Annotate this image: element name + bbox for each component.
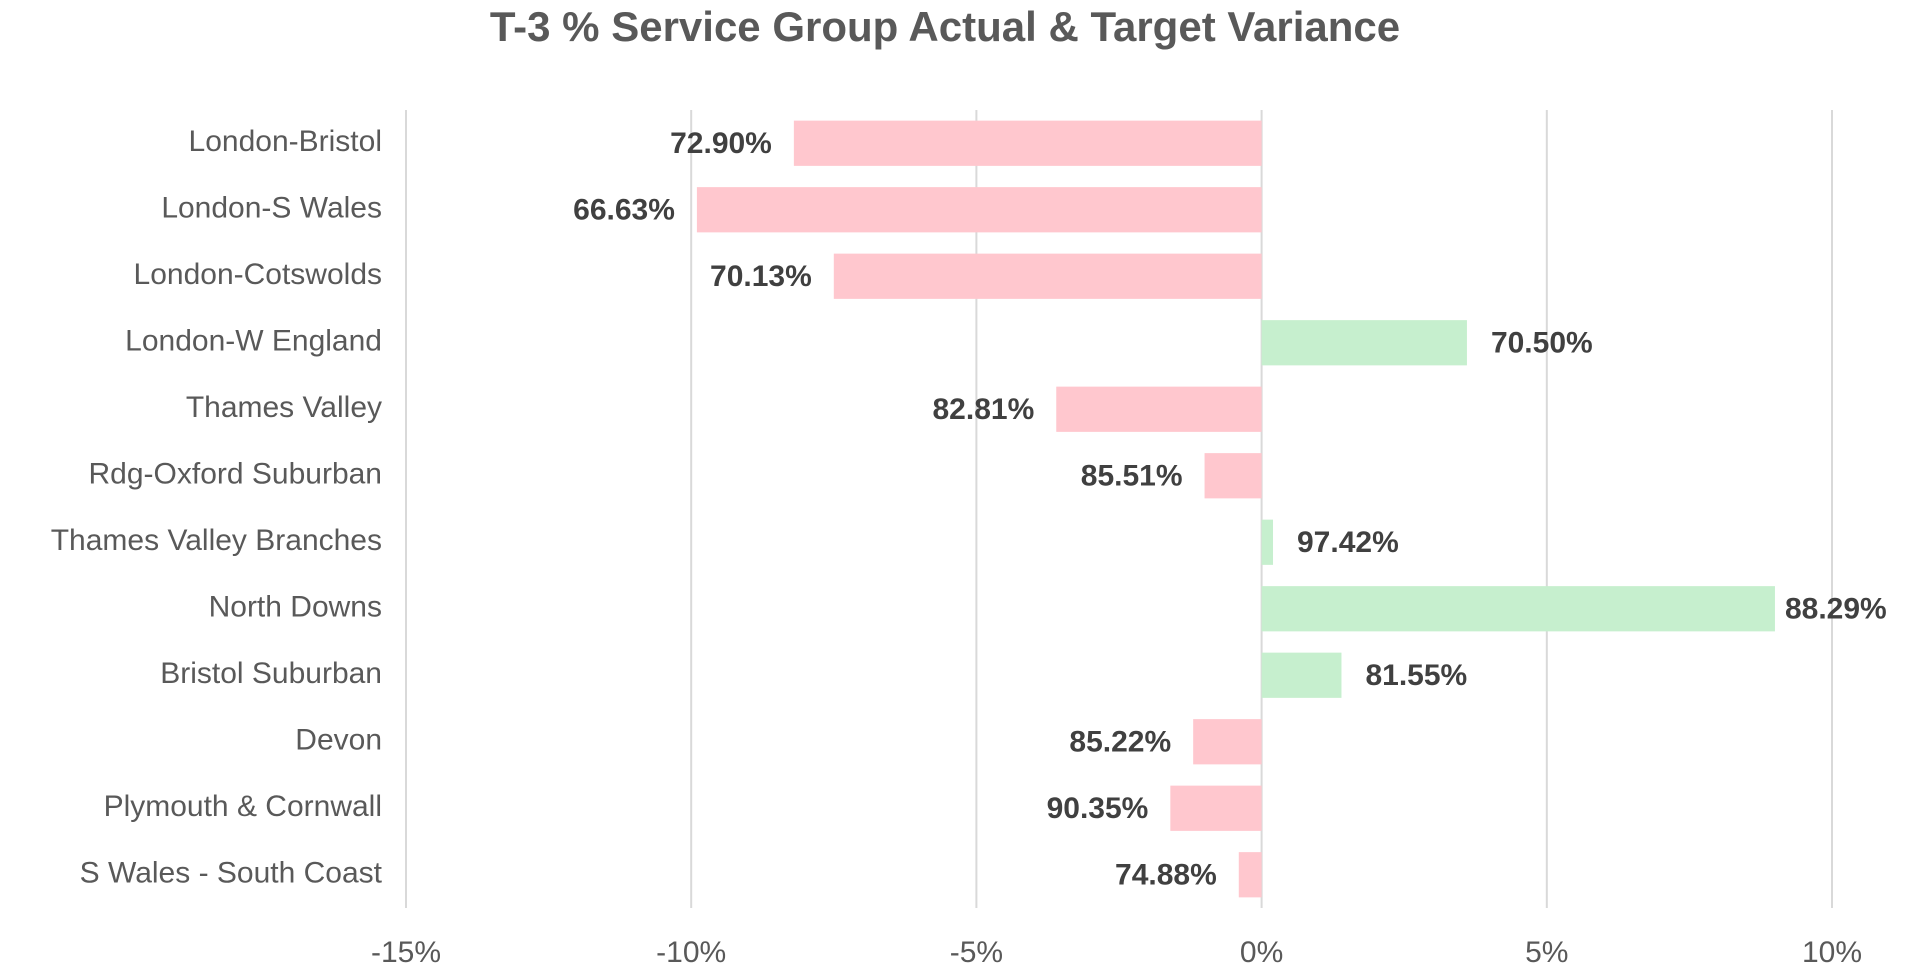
bar xyxy=(1261,586,1775,632)
data-label: 74.88% xyxy=(1115,859,1217,892)
category-label: London-W England xyxy=(125,325,382,358)
bar xyxy=(1238,852,1262,898)
category-label: Thames Valley xyxy=(186,391,382,424)
bar xyxy=(1261,320,1467,366)
data-label: 82.81% xyxy=(933,393,1035,426)
bar xyxy=(1261,519,1274,565)
data-label: 88.29% xyxy=(1785,593,1887,626)
data-label: 85.51% xyxy=(1081,460,1183,493)
bar xyxy=(1261,652,1342,698)
category-label: London-S Wales xyxy=(161,192,382,225)
x-tick-label: 5% xyxy=(1525,936,1568,969)
x-tick-label: -5% xyxy=(950,936,1003,969)
category-label: London-Bristol xyxy=(189,125,382,158)
data-label: 70.50% xyxy=(1491,327,1593,360)
category-label: Plymouth & Cornwall xyxy=(104,790,382,823)
bar xyxy=(1170,785,1262,831)
category-label: North Downs xyxy=(209,591,382,624)
bar xyxy=(1204,453,1262,499)
data-label: 66.63% xyxy=(573,194,675,227)
bar xyxy=(696,187,1262,233)
bar xyxy=(793,120,1262,166)
x-tick-label: 0% xyxy=(1240,936,1283,969)
category-label: Bristol Suburban xyxy=(160,657,382,690)
category-label: Rdg-Oxford Suburban xyxy=(89,458,383,491)
category-label: S Wales - South Coast xyxy=(80,857,383,890)
x-tick-label: -15% xyxy=(371,936,441,969)
x-tick-label: 10% xyxy=(1802,936,1862,969)
x-tick-label: -10% xyxy=(656,936,726,969)
chart-title: T-3 % Service Group Actual & Target Vari… xyxy=(490,3,1400,50)
data-label: 97.42% xyxy=(1297,526,1399,559)
data-label: 72.90% xyxy=(670,127,772,160)
data-label: 81.55% xyxy=(1365,659,1467,692)
category-label: Thames Valley Branches xyxy=(51,524,382,557)
data-label: 85.22% xyxy=(1069,726,1171,759)
bar xyxy=(833,253,1262,299)
bar xyxy=(1193,719,1262,765)
category-label: London-Cotswolds xyxy=(134,258,382,291)
data-label: 70.13% xyxy=(710,260,812,293)
data-label: 90.35% xyxy=(1047,792,1149,825)
bar xyxy=(1056,386,1262,432)
category-label: Devon xyxy=(295,724,382,757)
